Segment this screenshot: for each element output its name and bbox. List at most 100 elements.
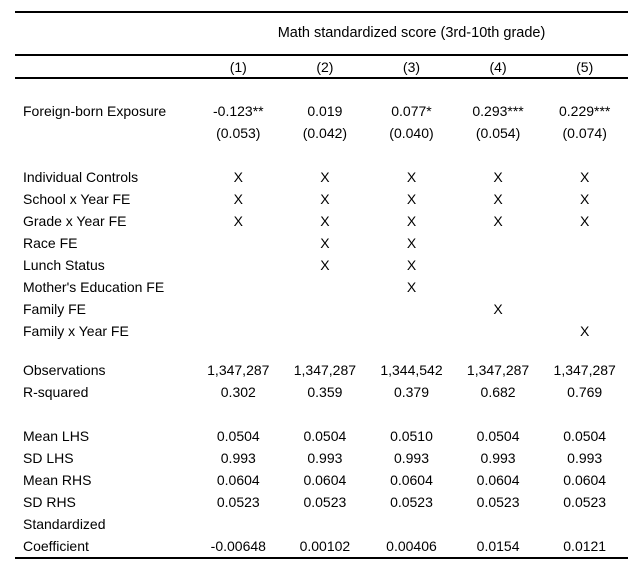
cell-value (195, 254, 282, 276)
cell-value: 0.0504 (563, 428, 607, 444)
cell-value: 0.0604 (303, 472, 347, 488)
cell-value: 0.682 (480, 384, 516, 400)
cell-value: X (320, 213, 330, 229)
row-label: Grade x Year FE (23, 213, 127, 229)
cell-value (368, 320, 455, 342)
row-label: Individual Controls (23, 169, 139, 185)
table-row: Mean RHS 0.0604 0.0604 0.0604 0.0604 0.0604 (15, 469, 628, 491)
cell-value: -0.123** (213, 103, 264, 119)
table-row: School x Year FE X X X X X (15, 188, 628, 210)
cell-value: (0.040) (389, 125, 434, 141)
cell-value: 1,347,287 (466, 362, 530, 378)
cell-value: (0.074) (562, 125, 607, 141)
cell-value: 1,347,287 (553, 362, 616, 378)
cell-value (455, 254, 542, 276)
row-label: SD LHS (23, 450, 74, 466)
cell-value (282, 298, 369, 320)
row-label: Family x Year FE (23, 323, 129, 339)
cell-value: X (320, 257, 330, 273)
column-header-3: (3) (368, 55, 455, 79)
cell-value: 0.0504 (476, 428, 520, 444)
table-row: Family FE X (15, 298, 628, 320)
row-label: Mother's Education FE (23, 279, 165, 295)
cell-value: X (233, 213, 243, 229)
cell-value: 0.019 (307, 103, 343, 119)
cell-value (455, 276, 542, 298)
row-label: Coefficient (23, 538, 89, 554)
cell-value: X (580, 213, 590, 229)
cell-value: X (406, 191, 417, 207)
cell-value: X (320, 169, 330, 185)
cell-value: X (493, 213, 503, 229)
table-row: Standardized (15, 513, 628, 535)
cell-value (195, 320, 282, 342)
cell-value: 0.0154 (476, 538, 520, 554)
cell-value: X (493, 191, 503, 207)
cell-value: 0.993 (393, 450, 429, 466)
row-label: School x Year FE (23, 191, 131, 207)
cell-value: X (233, 191, 243, 207)
cell-value: 1,347,287 (293, 362, 357, 378)
cell-value: 0.0510 (390, 428, 433, 444)
cell-value: X (233, 169, 243, 185)
cell-value: 0.0121 (563, 538, 607, 554)
cell-value: 0.0604 (216, 472, 260, 488)
section-spacer-cell (15, 403, 628, 425)
cell-value: X (493, 169, 503, 185)
table-row: Race FE X X (15, 232, 628, 254)
row-label: Race FE (23, 235, 78, 251)
section-spacer-cell (15, 342, 628, 359)
title-row: Math standardized score (3rd-10th grade) (15, 12, 628, 56)
row-label (15, 122, 195, 144)
cell-value: 0.0504 (216, 428, 260, 444)
cell-value: X (580, 323, 590, 339)
cell-value (368, 513, 455, 535)
section-spacer-row (15, 342, 628, 359)
cell-value (541, 298, 628, 320)
cell-value: -0.00648 (210, 538, 266, 554)
cell-value: X (406, 257, 417, 273)
cell-value: 0.379 (393, 384, 429, 400)
cell-value (541, 232, 628, 254)
cell-value: 0.0604 (476, 472, 520, 488)
cell-value: 0.0604 (563, 472, 607, 488)
table-row: Observations 1,347,287 1,347,287 1,344,542 1… (15, 359, 628, 381)
table-row: Coefficient -0.00648 0.00102 0.00406 0.0154 0… (15, 535, 628, 558)
cell-value: 0.0523 (216, 494, 260, 510)
cell-value: 0.359 (307, 384, 343, 400)
cell-value: 0.993 (307, 450, 343, 466)
column-header-empty-cell (15, 55, 195, 79)
table-row: Lunch Status X X (15, 254, 628, 276)
cell-value: (0.054) (475, 125, 521, 141)
table-row: Grade x Year FE X X X X X (15, 210, 628, 232)
column-header-2: (2) (281, 55, 369, 79)
cell-value (368, 298, 455, 320)
cell-value: 0.0604 (390, 472, 433, 488)
title-row-empty-cell (15, 12, 195, 56)
cell-value: 0.0523 (390, 494, 433, 510)
cell-value: (0.053) (216, 125, 261, 141)
section-spacer-cell (15, 144, 628, 166)
cell-value (455, 232, 542, 254)
cell-value (195, 513, 282, 535)
cell-value (541, 276, 628, 298)
cell-value: X (406, 169, 417, 185)
section-spacer-row (15, 144, 628, 166)
table-row: SD RHS 0.0523 0.0523 0.0523 0.0523 0.0523 (15, 491, 628, 513)
table-row: R-squared 0.302 0.359 0.379 0.682 0.769 (15, 381, 628, 403)
cell-value: 0.0523 (476, 494, 520, 510)
cell-value: 0.229*** (558, 103, 611, 119)
row-label: Standardized (23, 516, 106, 532)
cell-value: X (493, 301, 503, 317)
cell-value: 0.993 (480, 450, 516, 466)
column-header-1: (1) (195, 55, 282, 79)
cell-value (282, 320, 369, 342)
table-row: SD LHS 0.993 0.993 0.993 0.993 0.993 (15, 447, 628, 469)
cell-value: 0.993 (220, 450, 256, 466)
row-label: Mean LHS (23, 428, 90, 444)
row-label: Foreign-born Exposure (23, 103, 167, 119)
column-header-row: (1) (2) (3) (4) (5) (15, 55, 628, 79)
cell-value: 0.0504 (303, 428, 347, 444)
cell-value: 0.077* (391, 103, 432, 119)
